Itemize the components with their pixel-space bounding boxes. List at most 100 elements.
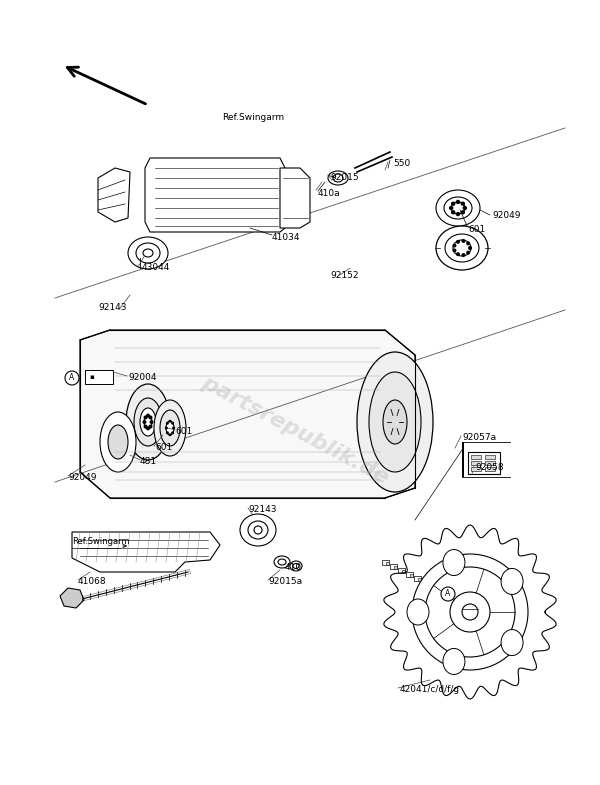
Text: 43044: 43044	[142, 264, 170, 272]
Text: 410: 410	[285, 564, 302, 572]
Polygon shape	[145, 158, 285, 232]
Circle shape	[146, 414, 150, 418]
Text: 550: 550	[393, 159, 410, 167]
Ellipse shape	[407, 599, 429, 625]
Ellipse shape	[278, 559, 286, 565]
Circle shape	[166, 431, 169, 434]
Polygon shape	[384, 525, 556, 699]
Circle shape	[456, 239, 460, 244]
Ellipse shape	[383, 400, 407, 444]
Circle shape	[451, 202, 455, 206]
Text: 410a: 410a	[318, 188, 341, 198]
Ellipse shape	[501, 568, 523, 594]
Circle shape	[461, 210, 465, 214]
Bar	[398, 568, 405, 573]
Ellipse shape	[240, 514, 276, 546]
Circle shape	[456, 212, 460, 216]
Circle shape	[148, 425, 152, 429]
Bar	[418, 578, 421, 580]
Ellipse shape	[293, 564, 299, 568]
Text: Ref.Swingarm: Ref.Swingarm	[222, 114, 284, 122]
Circle shape	[463, 206, 467, 210]
Bar	[390, 564, 397, 569]
Bar	[471, 461, 481, 465]
Circle shape	[461, 253, 466, 257]
Bar	[485, 461, 495, 465]
Text: 92143: 92143	[98, 304, 127, 312]
Circle shape	[425, 567, 515, 657]
Ellipse shape	[290, 561, 302, 571]
Ellipse shape	[166, 421, 174, 435]
Bar	[471, 455, 481, 459]
Ellipse shape	[100, 412, 136, 472]
Circle shape	[169, 433, 172, 436]
Bar	[394, 566, 397, 568]
Text: A: A	[70, 374, 74, 382]
Text: 601: 601	[155, 444, 172, 452]
Circle shape	[462, 604, 478, 620]
Ellipse shape	[451, 202, 465, 214]
Ellipse shape	[333, 174, 343, 182]
Text: 92004: 92004	[128, 374, 157, 382]
Text: 601: 601	[175, 428, 192, 436]
Circle shape	[172, 426, 175, 429]
Circle shape	[468, 246, 472, 250]
Circle shape	[441, 587, 455, 601]
Ellipse shape	[444, 197, 472, 219]
Ellipse shape	[328, 171, 348, 185]
Ellipse shape	[436, 226, 488, 270]
Text: 92049: 92049	[68, 473, 97, 483]
Bar	[425, 582, 428, 585]
Text: 42041/c/d/f/g: 42041/c/d/f/g	[400, 685, 460, 695]
Circle shape	[165, 426, 168, 429]
Circle shape	[451, 210, 455, 214]
Circle shape	[169, 420, 172, 423]
Ellipse shape	[136, 243, 160, 263]
Bar	[382, 560, 389, 565]
Polygon shape	[72, 532, 220, 572]
Text: 41068: 41068	[78, 578, 107, 586]
Ellipse shape	[160, 410, 180, 446]
Ellipse shape	[369, 372, 421, 472]
Polygon shape	[98, 168, 130, 222]
Bar	[401, 570, 404, 572]
Ellipse shape	[453, 240, 471, 256]
Ellipse shape	[154, 400, 186, 456]
Circle shape	[449, 206, 454, 210]
Circle shape	[142, 420, 146, 424]
Circle shape	[171, 422, 174, 425]
Polygon shape	[80, 330, 415, 498]
Circle shape	[171, 431, 174, 434]
Circle shape	[412, 554, 528, 670]
Ellipse shape	[134, 398, 162, 446]
Circle shape	[461, 239, 466, 243]
Circle shape	[456, 199, 460, 204]
Bar	[462, 442, 464, 477]
Text: 92049: 92049	[492, 210, 521, 220]
Text: ▪: ▪	[89, 374, 94, 380]
Bar	[485, 467, 495, 471]
Bar	[409, 574, 413, 576]
Polygon shape	[60, 588, 84, 608]
Circle shape	[461, 202, 465, 206]
Circle shape	[166, 422, 169, 425]
Text: 601: 601	[468, 225, 485, 235]
Text: 92058: 92058	[475, 463, 503, 473]
Ellipse shape	[144, 415, 152, 429]
Bar	[422, 580, 429, 585]
Ellipse shape	[108, 425, 128, 459]
Ellipse shape	[143, 249, 153, 257]
Circle shape	[148, 415, 152, 419]
Ellipse shape	[436, 190, 480, 226]
Text: A: A	[445, 590, 451, 598]
Ellipse shape	[443, 648, 465, 674]
Circle shape	[450, 592, 490, 632]
Bar	[406, 572, 413, 577]
Circle shape	[143, 415, 148, 419]
Text: partsrepublik.de: partsrepublik.de	[198, 372, 392, 488]
Circle shape	[452, 243, 457, 247]
Polygon shape	[280, 168, 310, 228]
Circle shape	[452, 248, 457, 253]
Ellipse shape	[501, 630, 523, 655]
Bar	[468, 452, 500, 474]
